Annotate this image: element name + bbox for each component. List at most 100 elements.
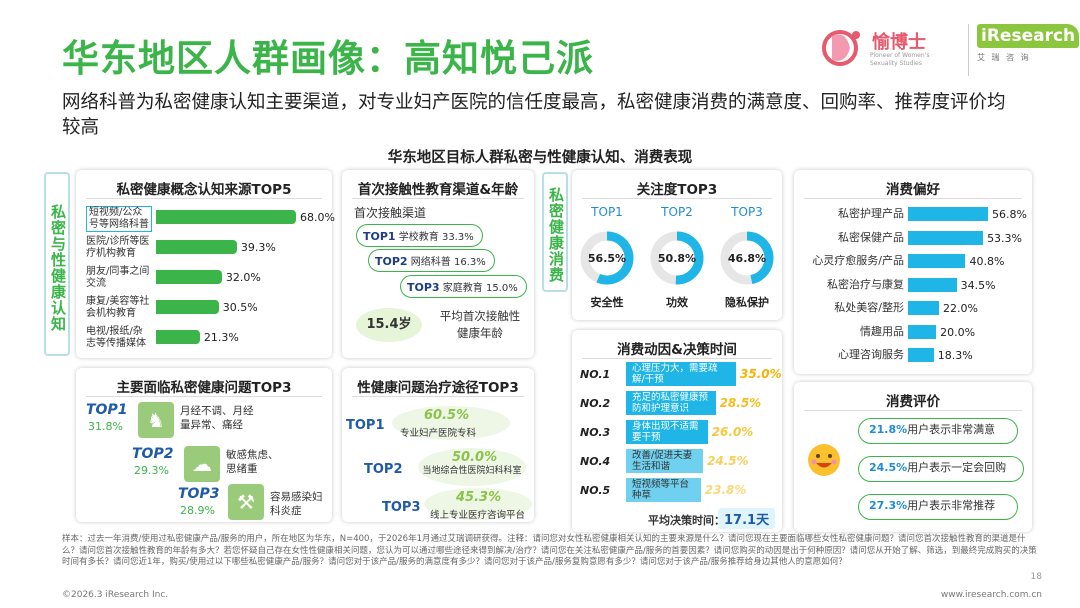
preference-bar	[908, 348, 934, 362]
cognition-bar-value: 32.0%	[225, 271, 261, 284]
panel-treatment: 性健康问题治疗途径TOP3 TOP1 60.5% 专业妇产医院专科 TOP2 5…	[342, 368, 534, 522]
preference-bar-label: 心灵疗愈服务/产品	[812, 254, 904, 267]
problem-top1-desc: 月经不调、月经量异常、痛经	[180, 405, 254, 431]
treatment-top1-rank: TOP1	[346, 418, 385, 433]
problem-top3-rank: TOP3	[178, 486, 220, 502]
motivation-bar: 心理压力大，需要疏解/干预	[626, 362, 736, 386]
preference-bar-value: 40.8%	[969, 255, 1005, 268]
page-subtitle: 网络科普为私密健康认知主要渠道，对专业妇产医院的信任度最高，私密健康消费的满意度…	[62, 92, 1006, 138]
problem-top1-value: 31.8%	[88, 420, 123, 433]
cognition-bar	[156, 240, 237, 254]
cognition-bar-value: 21.3%	[203, 331, 239, 344]
evaluation-repurchase: 24.5%用户表示一定会回购	[858, 456, 1024, 482]
panel-attention: 关注度TOP3 TOP1 56.5% 安全性 TOP2 50.8% 功效 TOP3 46.8%…	[572, 170, 782, 320]
copyright: ©2026.3 iResearch Inc.	[62, 590, 169, 600]
decision-time-value: 17.1天	[718, 508, 776, 529]
first-contact-age: 15.4岁	[356, 308, 422, 342]
page-number: 18	[1030, 572, 1042, 582]
cognition-bar	[156, 300, 219, 314]
motivation-bar: 短视频等平台种草	[626, 478, 701, 502]
footnote: 样本：过去一年消费/使用过私密健康产品/服务的用户，所在地区为华东，N=400，…	[62, 534, 1037, 567]
problem-top2-rank: TOP2	[132, 446, 174, 462]
head-cloud-icon: ☁	[184, 446, 220, 482]
motivation-rank: NO.3	[580, 426, 611, 439]
evaluation-title: 消费评价	[886, 394, 940, 410]
cognition-bar-value: 30.5%	[222, 301, 258, 314]
cognition-bar	[156, 330, 200, 344]
footer-url: www.iresearch.com.cn	[940, 590, 1042, 600]
preference-bar-label: 私密保健产品	[838, 230, 904, 244]
iresearch-logo: iResearch 艾 瑞 咨 询	[968, 24, 1080, 76]
attention-rank: TOP2	[660, 205, 693, 219]
cognition-bar	[156, 210, 296, 224]
motivation-value: 28.5%	[719, 396, 762, 410]
cognition-bar-label: 短视频/公众号等网络科普	[86, 206, 152, 232]
infection-icon: ⚒	[228, 484, 264, 520]
yuboshi-emblem-icon	[822, 30, 860, 66]
treatment-top2-desc: 当地综合性医院妇科科室	[422, 466, 522, 476]
logo-tagline: Pioneer of Women's Sexuality Studies	[870, 52, 930, 67]
motivation-value: 26.0%	[711, 425, 754, 439]
panel-first-contact: 首次接触性教育渠道&年龄 首次接触渠道 TOP1 学校教育 33.3% TOP2…	[342, 170, 534, 358]
evaluation-recommend: 27.3%用户表示非常推荐	[858, 494, 1018, 520]
motivation-rank: NO.5	[580, 484, 611, 497]
preference-bar-label: 私密护理产品	[838, 207, 904, 220]
cognition-bar-label: 电视/报纸/杂志等传播媒体	[86, 326, 146, 349]
preference-bar	[908, 207, 988, 221]
attention-rank: TOP1	[590, 205, 623, 219]
evaluation-satisfied: 21.8%用户表示非常满意	[858, 418, 1018, 444]
cognition-bar-label: 康复/美容等社会机构教育	[86, 296, 150, 319]
motivation-value: 35.0%	[740, 367, 782, 381]
preference-bar-value: 53.3%	[987, 231, 1023, 245]
motivation-bar: 充足的私密健康预防和护理意识	[626, 391, 716, 415]
attention-donut-name: 功效	[666, 295, 689, 309]
cognition-bar-value: 68.0%	[300, 211, 335, 224]
problem-top1-rank: TOP1	[86, 402, 128, 418]
treatment-top1-value: 60.5%	[424, 408, 470, 423]
preference-bar	[908, 277, 957, 292]
preference-bar	[908, 254, 966, 268]
preference-bar-value: 20.0%	[940, 325, 976, 339]
attention-donut-name: 安全性	[591, 295, 624, 309]
preference-bar-value: 56.8%	[992, 208, 1027, 221]
cognition-bar	[156, 270, 222, 284]
attention-donut-arc	[746, 231, 774, 284]
attention-donut-arc	[596, 231, 634, 285]
cognition-bar-label: 朋友/同事之间交流	[86, 266, 150, 289]
motivation-bar: 身体出现不适需要干预	[626, 420, 708, 444]
preference-bar-value: 18.3%	[937, 349, 973, 362]
first-contact-age-label: 平均首次接触性健康年龄	[439, 309, 521, 340]
motivation-value: 23.8%	[704, 483, 747, 497]
first-contact-top3: TOP3 家庭教育 15.0%	[400, 275, 527, 298]
side-label-cognition: 私密与性健康认知	[44, 172, 70, 356]
attention-donut-value: 46.8%	[728, 252, 766, 265]
problem-top2-value: 29.3%	[134, 464, 169, 477]
logo-group: 愉博士 Pioneer of Women's Sexuality Studies…	[820, 22, 1080, 78]
smiley-icon	[808, 444, 840, 476]
attention-donuts: TOP1 56.5% 安全性 TOP2 50.8% 功效 TOP3 46.8% 隐私保护	[580, 205, 774, 309]
preference-bar-label: 情趣用品	[860, 324, 904, 338]
first-contact-title: 首次接触性教育渠道&年龄	[357, 182, 519, 198]
main-chart-title: 华东地区目标人群私密与性健康认知、消费表现	[387, 150, 693, 166]
logo-cn-text: 愉博士	[872, 32, 926, 53]
problem-top3-value: 28.9%	[180, 504, 215, 517]
preference-bar-label: 私处美容/整形	[834, 301, 904, 314]
side-label-consumption: 私密健康消费	[542, 172, 568, 292]
first-contact-top2: TOP2 网络科普 16.3%	[368, 249, 495, 272]
motivation-rank: NO.1	[580, 368, 611, 381]
iresearch-cn-text: 艾 瑞 咨 询	[977, 53, 1031, 62]
attention-donut-arc	[675, 231, 704, 285]
preference-title: 消费偏好	[886, 182, 940, 198]
motivation-title: 消费动因&决策时间	[617, 342, 737, 358]
preference-bar-value: 22.0%	[942, 302, 978, 315]
attention-donut-name: 隐私保护	[725, 295, 769, 309]
treatment-top2-rank: TOP2	[364, 462, 403, 477]
preference-bar-label: 私密治疗与康复	[827, 277, 904, 291]
page-title: 华东地区人群画像：高知悦己派	[62, 37, 594, 80]
iresearch-wordmark: iResearch	[977, 24, 1080, 48]
treatment-top3-desc: 线上专业医疗咨询平台	[430, 510, 526, 521]
panel-preference: 消费偏好 私密护理产品 56.8% 私密保健产品 53.3% 心灵疗愈服务/产品 40.8…	[794, 170, 1032, 374]
problem-top2-desc: 敏感焦虑、思绪重	[226, 449, 279, 475]
decision-time-label: 平均决策时间：	[648, 514, 725, 527]
preference-bar-label: 心理咨询服务	[838, 348, 904, 361]
